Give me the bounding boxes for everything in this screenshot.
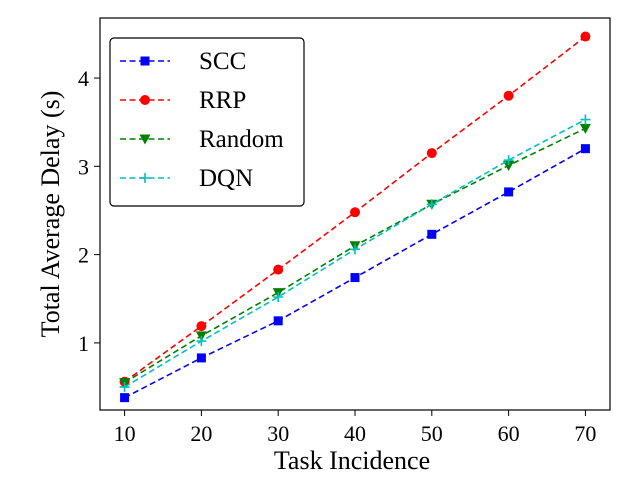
x-tick-label: 20 <box>190 421 212 446</box>
legend-item-random: Random <box>120 126 284 153</box>
data-point-scc <box>427 229 437 239</box>
x-tick-label: 70 <box>574 421 596 446</box>
data-point-scc <box>273 316 283 326</box>
data-point-rrp <box>580 31 591 42</box>
series-scc <box>120 144 590 403</box>
data-point-scc <box>580 144 590 154</box>
legend-marker-rrp <box>140 95 150 105</box>
y-tick-label: 4 <box>78 66 89 91</box>
data-point-rrp <box>273 264 284 275</box>
data-point-dqn <box>426 199 437 210</box>
y-tick-label: 1 <box>78 331 89 356</box>
legend-item-rrp: RRP <box>120 87 246 114</box>
legend-marker-dqn <box>140 173 150 183</box>
legend-item-scc: SCC <box>120 48 246 75</box>
x-tick-label: 60 <box>498 421 520 446</box>
legend-label-dqn: DQN <box>199 165 253 192</box>
x-axis-title: Task Incidence <box>274 446 430 475</box>
data-point-rrp <box>350 207 360 218</box>
x-axis: 10 20 30 40 50 60 70 <box>114 410 596 446</box>
data-point-dqn <box>196 336 207 347</box>
data-point-dqn <box>119 382 130 393</box>
data-point-scc <box>350 273 360 283</box>
data-point-rrp <box>196 321 207 332</box>
series-dqn <box>119 114 591 393</box>
legend-marker-random <box>139 134 151 145</box>
data-point-random <box>579 123 591 134</box>
x-tick-label: 30 <box>267 421 289 446</box>
legend-label-rrp: RRP <box>199 87 246 114</box>
x-tick-label: 50 <box>421 421 443 446</box>
data-point-rrp <box>503 90 514 101</box>
data-point-scc <box>196 353 206 363</box>
legend-label-random: Random <box>199 126 284 153</box>
y-tick-label: 3 <box>78 154 89 179</box>
data-point-rrp <box>426 148 437 159</box>
y-tick-label: 2 <box>78 243 89 268</box>
data-point-dqn <box>350 244 360 255</box>
x-tick-label: 10 <box>114 421 136 446</box>
legend: SCC RRP Random DQN <box>109 37 305 207</box>
legend-marker-scc <box>140 56 150 66</box>
x-tick-label: 40 <box>344 421 366 446</box>
legend-box <box>109 37 305 207</box>
data-point-scc <box>120 393 130 403</box>
legend-label-scc: SCC <box>199 48 246 75</box>
legend-item-dqn: DQN <box>120 165 253 192</box>
data-point-dqn <box>273 291 284 302</box>
y-axis-title: Total Average Delay (s) <box>36 91 65 338</box>
data-point-dqn <box>580 114 591 125</box>
data-point-random <box>503 160 515 171</box>
series-layer <box>119 31 591 403</box>
data-point-dqn <box>503 155 514 166</box>
y-axis: 1 2 3 4 <box>78 66 100 356</box>
data-point-scc <box>504 187 514 197</box>
